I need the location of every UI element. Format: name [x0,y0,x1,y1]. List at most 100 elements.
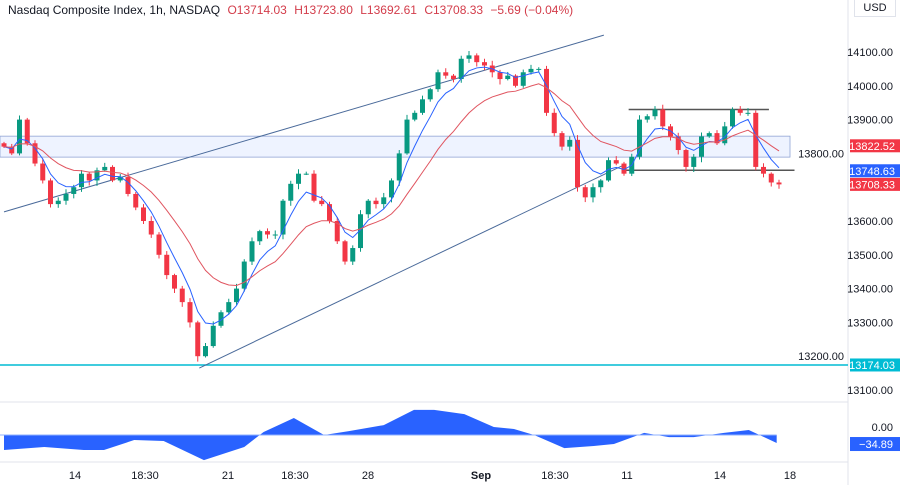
candle [761,163,766,178]
candle-body [172,275,177,289]
candle [350,245,356,265]
time-tick-label: 14 [69,470,81,482]
time-tick-label: 18:30 [541,470,569,482]
candle [63,189,69,205]
candle-body [451,75,456,80]
candle-body [241,261,247,289]
candle-body [334,221,340,242]
time-tick-label: 11 [621,470,632,482]
price-tag: 13174.03 [849,358,900,372]
candle-body [327,204,332,221]
candle-body [396,153,402,181]
candle [466,50,472,63]
time-tick-label: 18:30 [281,470,309,482]
candle-body [102,166,108,171]
price-tick-label: 13600.00 [847,216,893,228]
candle [172,273,177,293]
candle [652,106,658,120]
candle [288,180,294,206]
candle-body [195,322,201,357]
candle-body [1,143,7,147]
price-tag-label: 13174.03 [849,360,895,372]
candle [226,298,232,315]
candle [451,73,456,83]
candle [551,108,557,137]
candle [567,136,573,151]
change-value: −5.69 (−0.04%) [490,3,574,17]
candle-body [621,163,627,174]
candle [133,191,139,211]
candle-body [675,136,681,151]
candle-body [536,68,542,70]
candle [598,179,604,193]
candle-body [9,146,15,154]
candle-body [311,173,317,201]
candle [303,171,309,176]
candle-body [125,177,131,194]
candle-body [94,170,100,181]
candle-body [544,68,549,113]
candle-body [505,75,511,80]
time-tick-label: 18 [784,470,796,482]
price-tag: 13822.52 [849,139,900,153]
candle-body [404,119,410,154]
candle [280,199,286,240]
price-tag-label: 13748.63 [849,166,895,178]
candle [381,192,387,209]
candle-body [730,109,735,127]
currency-button[interactable]: USD [854,0,896,17]
candle-body [497,72,503,80]
candle [24,117,30,146]
price-tag-label: 13822.52 [849,141,895,153]
candle-body [218,312,224,326]
candle-body [272,234,278,236]
candle-body [179,288,185,303]
price-tag-label: 13708.33 [849,179,895,191]
price-tick-label: 13400.00 [847,284,893,296]
candle-body [226,302,232,313]
candle-body [776,182,782,185]
candle [373,197,379,209]
candle-body [257,231,263,242]
candle-body [288,183,294,201]
oscillator-value-tag: −34.89 [850,437,900,452]
candle [86,172,92,186]
candle [40,159,46,184]
price-tag-bg [850,164,900,178]
candle-body [699,136,704,157]
candle [722,121,728,146]
candle [699,132,704,163]
candle-body [280,200,286,235]
candle-body [319,200,325,205]
candle [48,178,53,208]
candle-body [745,112,751,114]
candle-body [458,58,464,80]
time-tick-label: 14 [714,470,726,482]
price-tag: 13708.33 [849,177,900,191]
time-tick-label: Sep [471,470,491,482]
open-value: O13714.03 [227,3,287,17]
candle-body [412,112,418,120]
candle-body [427,89,433,100]
candle [637,115,642,160]
candle [412,110,418,122]
candle-body [350,248,356,262]
candle [210,321,216,348]
candle-body [365,200,371,215]
candle [544,65,549,116]
candle-body [582,187,588,198]
candle-body [133,193,139,208]
candle [582,184,588,203]
symbol-title: Nasdaq Composite Index, 1h, NASDAQ [8,3,221,17]
candle-body [265,231,270,235]
candle [675,132,681,155]
candle-body [141,207,146,221]
candle [420,95,425,115]
candle [714,130,720,145]
price-tag: 13748.63 [849,164,900,178]
price-tick-label: 13100.00 [847,385,893,397]
candle [730,107,735,129]
candle [195,320,201,362]
